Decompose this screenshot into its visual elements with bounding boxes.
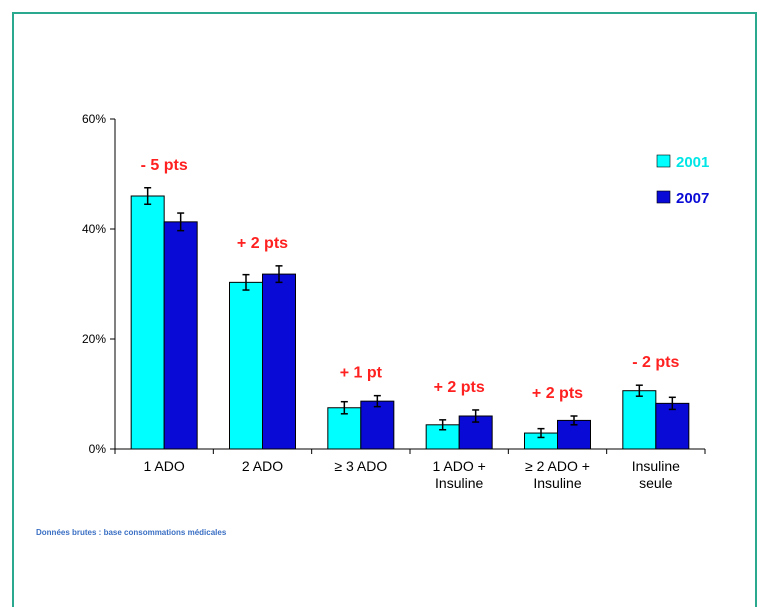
legend-label-2001: 2001 <box>676 154 709 171</box>
x-tick-label: Insuline <box>435 475 483 491</box>
x-tick-label: 1 ADO + <box>433 458 486 474</box>
change-annotation: + 1 pt <box>340 365 383 382</box>
bar-2001 <box>622 390 657 450</box>
bar-2007 <box>262 273 296 450</box>
change-annotation: - 5 pts <box>141 157 188 174</box>
bar-2007 <box>360 400 395 450</box>
x-tick-label: Insuline <box>632 458 680 474</box>
y-tick-label: 20% <box>82 332 106 346</box>
x-tick-label: 2 ADO <box>242 458 283 474</box>
bar-2001 <box>130 195 165 450</box>
source-note: Données brutes : base consommations médi… <box>36 528 227 537</box>
bar-2007 <box>655 402 690 450</box>
change-annotation: - 2 pts <box>632 354 679 371</box>
change-annotation: + 2 pts <box>532 385 583 402</box>
x-tick-label: 1 ADO <box>144 458 185 474</box>
y-tick-label: 60% <box>82 112 106 126</box>
x-tick-label: seule <box>639 475 673 491</box>
change-annotation: + 2 pts <box>237 235 288 252</box>
bar-2007 <box>163 221 198 450</box>
x-tick-label: ≥ 2 ADO + <box>525 458 590 474</box>
x-tick-label: Insuline <box>533 475 581 491</box>
legend-swatch-2007 <box>656 190 671 204</box>
x-tick-label: ≥ 3 ADO <box>334 458 387 474</box>
bar-2001 <box>229 281 263 450</box>
legend-swatch-2001 <box>656 154 671 168</box>
legend-label-2007: 2007 <box>676 190 709 207</box>
y-tick-label: 40% <box>82 222 106 236</box>
chart-frame <box>12 12 757 607</box>
bar-2001 <box>327 407 362 450</box>
y-tick-label: 0% <box>89 442 107 456</box>
change-annotation: + 2 pts <box>434 379 485 396</box>
